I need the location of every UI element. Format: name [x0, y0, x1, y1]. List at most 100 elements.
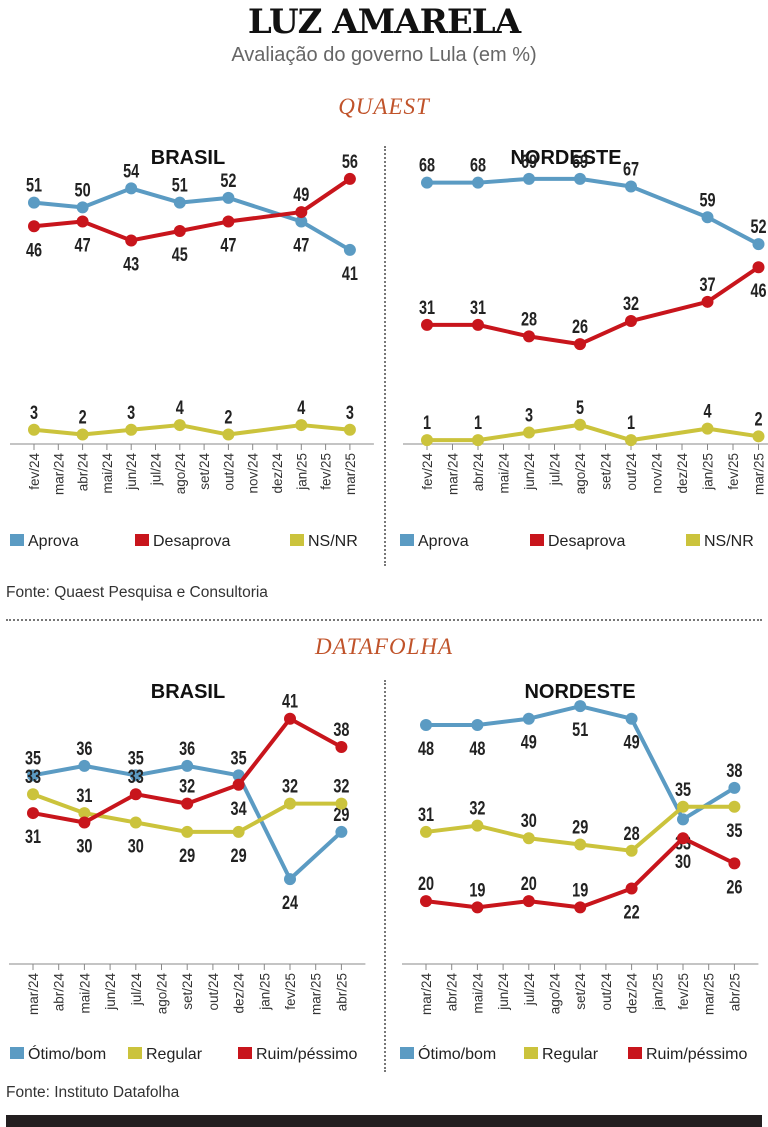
legend-swatch [628, 1047, 642, 1059]
data-point [574, 838, 587, 851]
data-label: 3 [127, 401, 135, 424]
legend-label: Desaprova [153, 533, 230, 550]
x-tick-label: out/24 [206, 973, 221, 1011]
data-point [421, 434, 433, 447]
x-tick-label: jun/24 [103, 973, 118, 1011]
x-tick-label: out/24 [624, 453, 639, 491]
x-tick-label: abr/24 [471, 453, 486, 492]
x-tick-label: abr/25 [727, 973, 742, 1011]
x-tick-label: jan/25 [701, 453, 716, 491]
data-point [574, 700, 587, 713]
data-label: 30 [675, 850, 691, 873]
data-point [295, 419, 308, 432]
data-label: 29 [572, 815, 588, 838]
data-point [27, 769, 39, 782]
x-tick-label: fev/25 [726, 453, 741, 490]
x-tick-label: mar/24 [446, 453, 461, 496]
data-point [420, 825, 432, 838]
data-label: 31 [418, 803, 434, 826]
data-label: 35 [726, 819, 742, 842]
chart-2: NORDESTE fev/24 mar/24 abr/24 mai/24 jun/24 ju… [400, 147, 768, 550]
chart-1: BRASIL fev/24 mar/24 abr/24 mai/24 jun/24 jul/… [10, 147, 374, 550]
data-label: 41 [282, 690, 298, 713]
data-point [343, 423, 356, 436]
x-tick-label: abr/25 [334, 973, 349, 1011]
data-point [28, 196, 40, 209]
x-tick-label: ago/24 [173, 453, 188, 495]
data-label: 32 [469, 796, 485, 819]
data-label: 28 [624, 822, 640, 845]
legend-swatch [10, 1047, 24, 1059]
data-label: 68 [470, 153, 486, 176]
data-point [295, 215, 308, 228]
data-point [27, 788, 39, 801]
data-label: 31 [25, 825, 41, 848]
data-label: 32 [623, 292, 639, 315]
data-point [343, 243, 356, 256]
legend-label: Ótimo/bom [28, 1044, 106, 1063]
data-label: 29 [231, 844, 247, 867]
x-tick-label: jul/24 [149, 453, 164, 487]
x-tick-label: ago/24 [155, 973, 170, 1015]
legend-swatch [238, 1047, 252, 1059]
data-label: 43 [123, 252, 139, 275]
data-point [574, 172, 586, 185]
data-label: 36 [76, 737, 92, 760]
data-point [125, 234, 138, 247]
x-tick-label: fev/25 [319, 453, 334, 490]
x-tick-label: mar/24 [51, 453, 66, 496]
footer-bar [6, 1115, 762, 1127]
page-subtitle: Avaliação do governo Lula (em %) [231, 44, 537, 66]
x-tick-label: mar/25 [343, 453, 358, 495]
data-label: 67 [623, 157, 639, 180]
data-label: 59 [699, 188, 715, 211]
data-point [752, 430, 765, 443]
data-point [625, 180, 637, 193]
data-label: 4 [176, 396, 184, 419]
x-tick-label: mar/25 [702, 973, 717, 1015]
legend-label: NS/NR [308, 533, 358, 550]
data-label: 50 [75, 178, 91, 201]
data-label: 47 [293, 233, 309, 256]
chart-title: NORDESTE [524, 681, 635, 703]
x-tick-label: jun/24 [124, 453, 139, 491]
data-point [343, 172, 356, 185]
data-label: 24 [282, 891, 298, 914]
x-tick-label: fev/25 [283, 973, 298, 1010]
data-label: 19 [469, 878, 485, 901]
data-point [677, 832, 689, 845]
data-point [677, 800, 689, 813]
x-tick-label: mai/24 [470, 973, 485, 1014]
data-point [701, 295, 714, 308]
x-tick-label: dez/24 [625, 973, 640, 1014]
page-title: LUZ AMARELA [247, 2, 521, 42]
data-point [129, 816, 142, 829]
data-point [471, 719, 484, 732]
x-tick-label: jan/25 [257, 973, 272, 1011]
data-point [232, 825, 245, 838]
x-tick-label: fev/24 [420, 453, 435, 490]
data-point [173, 196, 186, 209]
x-tick-label: jun/24 [496, 973, 511, 1011]
x-tick-label: jul/24 [548, 453, 563, 487]
data-label: 51 [26, 173, 42, 196]
data-point [701, 211, 714, 224]
data-label: 34 [231, 797, 247, 820]
x-tick-label: nov/24 [650, 453, 665, 494]
section-divider [6, 619, 762, 621]
data-label: 38 [333, 718, 349, 741]
data-point [523, 172, 535, 185]
data-label: 56 [342, 150, 358, 173]
data-label: 51 [572, 718, 588, 741]
data-label: 37 [699, 273, 715, 296]
x-tick-label: ago/24 [548, 973, 563, 1015]
x-tick-label: set/24 [180, 973, 195, 1010]
chart-title: BRASIL [151, 147, 225, 169]
data-point [574, 418, 586, 431]
data-point [284, 873, 296, 886]
data-point [625, 315, 637, 328]
data-label: 48 [418, 737, 434, 760]
legend-swatch [10, 534, 24, 546]
x-tick-label: jul/24 [522, 973, 537, 1007]
